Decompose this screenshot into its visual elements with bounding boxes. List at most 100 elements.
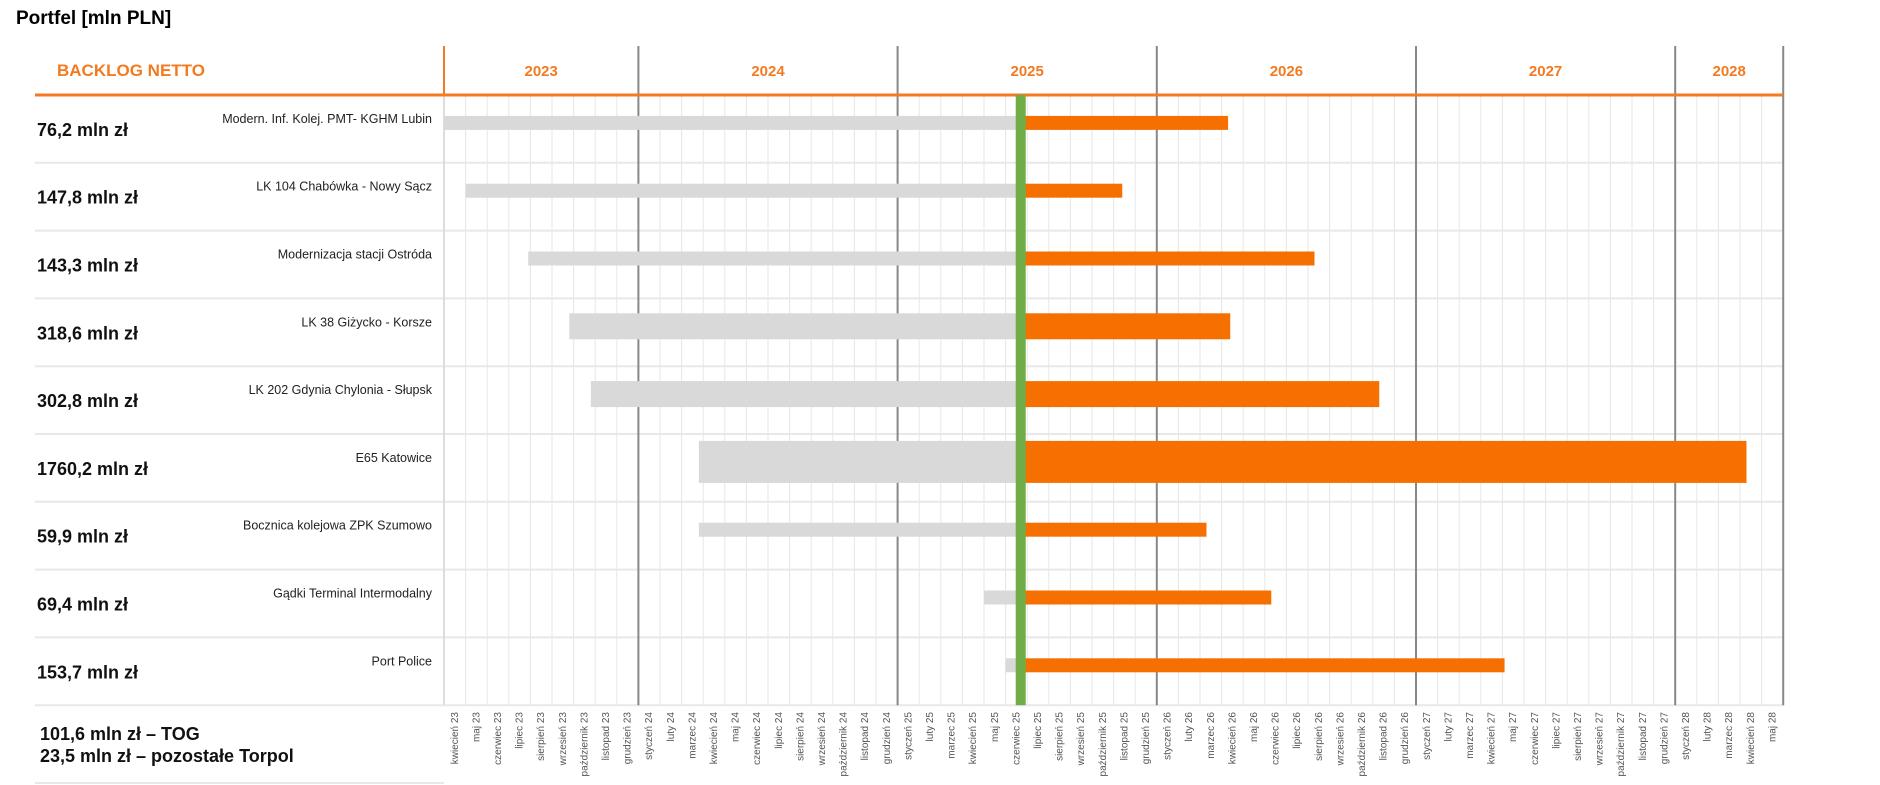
month-label: sierpień 26: [1314, 712, 1325, 761]
month-label: sierpień 24: [795, 712, 806, 761]
bar-completed: [698, 522, 1021, 537]
bar-remaining: [1020, 381, 1380, 408]
month-label: październik 23: [579, 712, 590, 777]
bar-remaining: [1020, 658, 1505, 673]
bar-remaining: [1020, 251, 1315, 266]
month-label: grudzień 26: [1400, 712, 1411, 765]
year-label: 2023: [525, 63, 558, 80]
month-label: lipiec 26: [1292, 712, 1303, 749]
month-label: styczeń 28: [1681, 712, 1692, 760]
year-label: 2028: [1713, 63, 1746, 80]
month-label: styczeń 25: [903, 712, 914, 760]
bar-completed: [444, 115, 1021, 130]
month-label: kwiecień 27: [1487, 712, 1498, 765]
bar-completed: [528, 251, 1021, 266]
month-label: wrzesień 23: [558, 712, 569, 767]
year-label: 2024: [751, 63, 785, 80]
month-label: czerwiec 23: [493, 712, 504, 765]
month-label: grudzień 24: [882, 712, 893, 765]
project-value: 1760,2 mln zł: [37, 459, 148, 479]
bar-completed: [465, 183, 1021, 198]
month-label: styczeń 27: [1422, 712, 1433, 760]
month-label: luty 24: [666, 712, 677, 742]
project-name: LK 104 Chabówka - Nowy Sącz: [256, 180, 432, 194]
project-value: 147,8 mln zł: [37, 188, 138, 208]
project-name: Port Police: [372, 654, 432, 668]
month-label: październik 27: [1616, 712, 1627, 777]
bar-remaining: [1020, 522, 1207, 537]
month-label: sierpień 25: [1055, 712, 1066, 761]
month-label: grudzień 23: [623, 712, 634, 765]
bar-remaining: [1020, 590, 1272, 605]
year-label: 2026: [1270, 63, 1303, 80]
month-label: maj 23: [471, 712, 482, 742]
month-label: sierpień 23: [536, 712, 547, 761]
month-label: styczeń 24: [644, 712, 655, 760]
project-name: Modern. Inf. Kolej. PMT- KGHM Lubin: [222, 112, 432, 126]
month-label: maj 24: [731, 712, 742, 742]
month-label: marzec 26: [1206, 712, 1217, 759]
month-label: sierpień 27: [1573, 712, 1584, 761]
project-name: Bocznica kolejowa ZPK Szumowo: [243, 519, 432, 533]
project-name: LK 202 Gdynia Chylonia - Słupsk: [249, 383, 433, 397]
month-label: lipiec 27: [1551, 712, 1562, 749]
month-label: lipiec 24: [774, 712, 785, 749]
month-label: czerwiec 26: [1271, 712, 1282, 765]
month-label: październik 24: [839, 712, 850, 777]
project-value: 302,8 mln zł: [37, 391, 138, 411]
page-title: Portfel [mln PLN]: [16, 8, 172, 29]
project-name: LK 38 Giżycko - Korsze: [301, 315, 432, 329]
month-label: listopad 23: [601, 712, 612, 761]
project-name: Gądki Terminal Intermodalny: [273, 587, 433, 601]
month-label: kwiecień 25: [968, 712, 979, 765]
month-label: grudzień 25: [1141, 712, 1152, 765]
bar-completed: [698, 440, 1021, 483]
bar-completed: [569, 313, 1021, 340]
month-label: październik 25: [1098, 712, 1109, 777]
month-label: luty 28: [1703, 712, 1714, 742]
bar-remaining: [1020, 115, 1229, 130]
month-label: wrzesień 24: [817, 712, 828, 767]
month-label: maj 27: [1508, 712, 1519, 742]
month-label: marzec 25: [947, 712, 958, 759]
project-name: E65 Katowice: [356, 451, 432, 465]
month-label: wrzesień 27: [1595, 712, 1606, 767]
month-label: marzec 28: [1724, 712, 1735, 759]
project-value: 153,7 mln zł: [37, 662, 138, 682]
month-label: luty 26: [1184, 712, 1195, 742]
month-label: marzec 27: [1465, 712, 1476, 759]
project-name: Modernizacja stacji Ostróda: [278, 248, 432, 262]
project-value: 59,9 mln zł: [37, 527, 128, 547]
header-label: BACKLOG NETTO: [57, 61, 205, 80]
project-value: 69,4 mln zł: [37, 595, 128, 615]
month-label: maj 25: [990, 712, 1001, 742]
month-label: grudzień 27: [1659, 712, 1670, 765]
footnote: 101,6 mln zł – TOG: [40, 724, 200, 744]
bar-remaining: [1020, 440, 1747, 483]
month-label: wrzesień 26: [1335, 712, 1346, 767]
bar-completed: [590, 381, 1021, 408]
month-label: listopad 25: [1119, 712, 1130, 761]
month-label: wrzesień 25: [1076, 712, 1087, 767]
month-label: lipiec 23: [515, 712, 526, 749]
month-label: kwiecień 28: [1746, 712, 1757, 765]
month-label: marzec 24: [687, 712, 698, 759]
month-label: kwiecień 24: [709, 712, 720, 765]
month-label: kwiecień 26: [1227, 712, 1238, 765]
month-label: listopad 27: [1638, 712, 1649, 761]
year-label: 2025: [1011, 63, 1044, 80]
year-label: 2027: [1529, 63, 1562, 80]
month-label: czerwiec 25: [1011, 712, 1022, 765]
bar-remaining: [1020, 313, 1231, 340]
bar-completed: [984, 590, 1021, 605]
bar-remaining: [1020, 183, 1123, 198]
month-label: czerwiec 27: [1530, 712, 1541, 765]
month-label: luty 25: [925, 712, 936, 742]
month-label: listopad 24: [860, 712, 871, 761]
project-value: 318,6 mln zł: [37, 323, 138, 343]
project-value: 76,2 mln zł: [37, 120, 128, 140]
month-label: kwiecień 23: [450, 712, 461, 765]
month-label: maj 26: [1249, 712, 1260, 742]
month-label: lipiec 25: [1033, 712, 1044, 749]
